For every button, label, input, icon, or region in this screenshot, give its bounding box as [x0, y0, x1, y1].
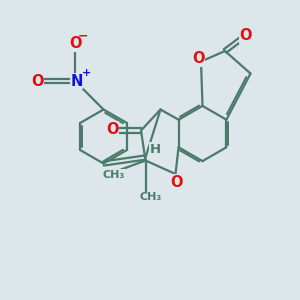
Text: H: H: [149, 142, 161, 156]
Text: CH₃: CH₃: [140, 192, 162, 203]
Text: O: O: [240, 28, 252, 44]
Text: O: O: [69, 36, 81, 51]
Text: O: O: [106, 122, 119, 136]
Text: +: +: [82, 68, 91, 78]
Text: −: −: [77, 29, 88, 43]
Text: CH₃: CH₃: [103, 169, 125, 180]
Text: O: O: [192, 51, 204, 66]
Text: N: N: [70, 74, 83, 88]
Text: O: O: [171, 175, 183, 190]
Text: O: O: [31, 74, 44, 88]
